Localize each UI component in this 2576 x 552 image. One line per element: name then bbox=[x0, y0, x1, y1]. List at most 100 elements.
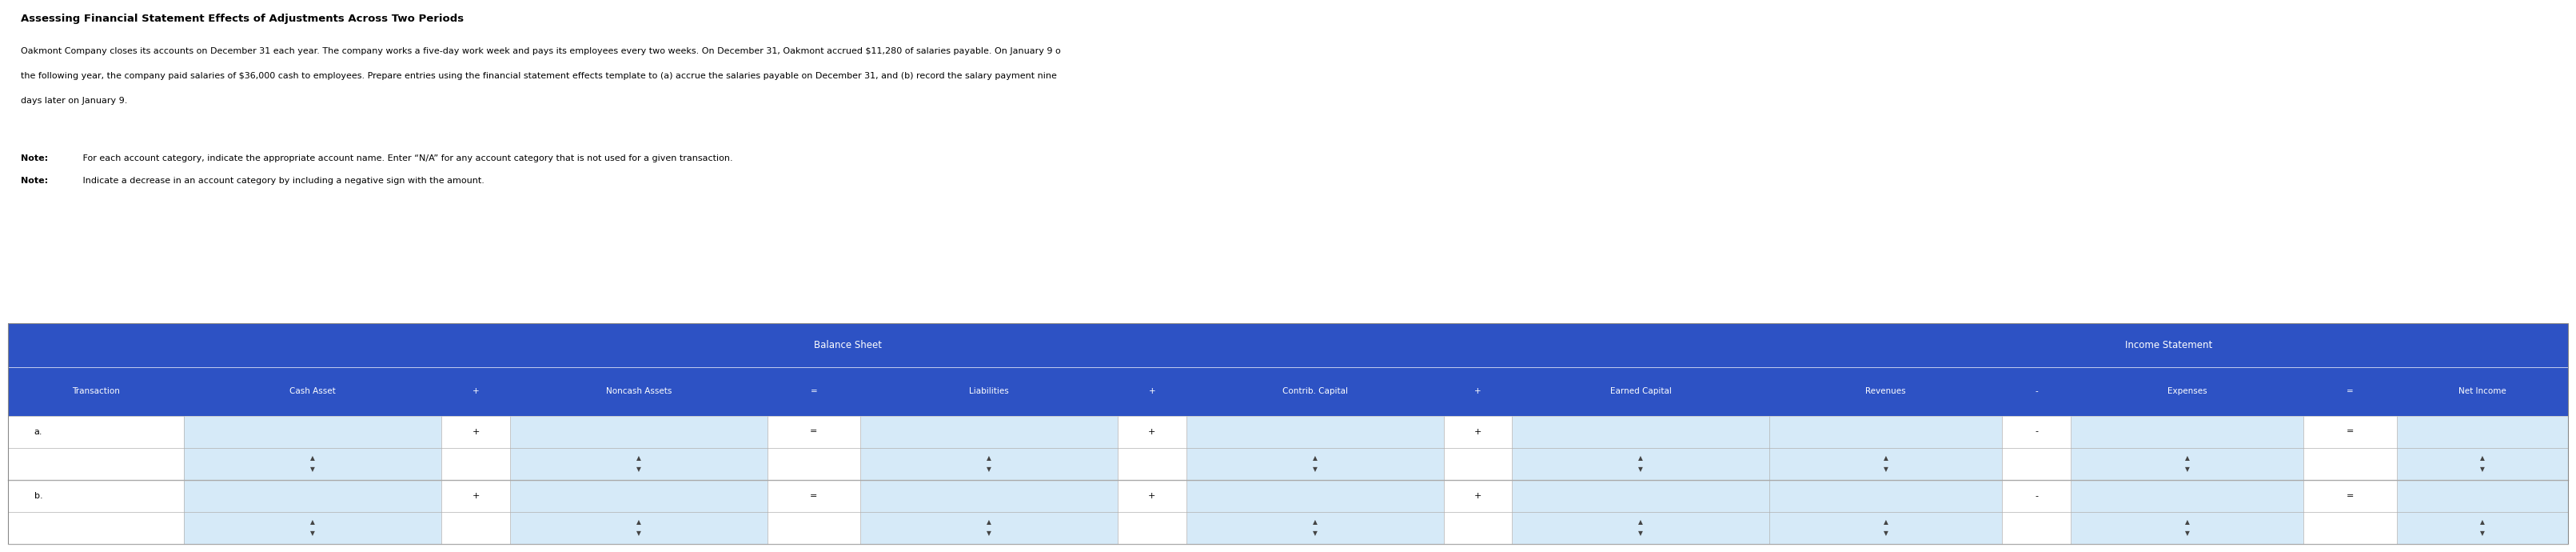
Text: +: + bbox=[471, 388, 479, 395]
Bar bbox=[2002, 480, 2071, 544]
Text: ▼: ▼ bbox=[1638, 466, 1643, 473]
Text: -: - bbox=[2035, 492, 2038, 500]
Text: =: = bbox=[809, 492, 817, 500]
Bar bbox=[1512, 416, 1770, 480]
Text: ▲: ▲ bbox=[1883, 518, 1888, 526]
Text: Earned Capital: Earned Capital bbox=[1610, 388, 1672, 395]
Bar bbox=[2002, 416, 2071, 480]
Bar bbox=[8, 416, 183, 480]
Text: Expenses: Expenses bbox=[2166, 388, 2208, 395]
Text: +: + bbox=[1473, 428, 1481, 436]
Bar bbox=[1443, 416, 1512, 480]
Text: Noncash Assets: Noncash Assets bbox=[605, 388, 672, 395]
Text: ▼: ▼ bbox=[2184, 530, 2190, 537]
Bar bbox=[510, 416, 768, 480]
Text: ▼: ▼ bbox=[1314, 530, 1316, 537]
Bar bbox=[1118, 480, 1188, 544]
Bar bbox=[2071, 480, 2303, 544]
Text: =: = bbox=[2347, 492, 2354, 500]
Text: Cash Asset: Cash Asset bbox=[289, 388, 335, 395]
Text: Note:: Note: bbox=[21, 177, 49, 184]
Bar bbox=[2303, 416, 2396, 480]
Bar bbox=[8, 480, 183, 544]
Text: a.: a. bbox=[33, 428, 44, 436]
Bar bbox=[1512, 480, 1770, 544]
Text: -: - bbox=[2035, 428, 2038, 436]
Text: =: = bbox=[811, 388, 817, 395]
Text: ▼: ▼ bbox=[312, 530, 314, 537]
Text: +: + bbox=[1149, 428, 1157, 436]
Text: days later on January 9.: days later on January 9. bbox=[21, 97, 126, 104]
Bar bbox=[183, 416, 440, 480]
Text: Note:: Note: bbox=[21, 155, 49, 162]
Text: Revenues: Revenues bbox=[1865, 388, 1906, 395]
Text: ▲: ▲ bbox=[1883, 454, 1888, 461]
Text: ▲: ▲ bbox=[1314, 518, 1316, 526]
Text: Indicate a decrease in an account category by including a negative sign with the: Indicate a decrease in an account catego… bbox=[80, 177, 484, 184]
Text: ▲: ▲ bbox=[987, 518, 992, 526]
Text: ▲: ▲ bbox=[1638, 454, 1643, 461]
Text: ▼: ▼ bbox=[1314, 466, 1316, 473]
Text: Oakmont Company closes its accounts on December 31 each year. The company works : Oakmont Company closes its accounts on D… bbox=[21, 47, 1061, 55]
Text: ▲: ▲ bbox=[1314, 454, 1316, 461]
Text: Income Statement: Income Statement bbox=[2125, 340, 2213, 350]
Text: ▼: ▼ bbox=[987, 530, 992, 537]
Text: b.: b. bbox=[33, 492, 44, 500]
Text: the following year, the company paid salaries of $36,000 cash to employees. Prep: the following year, the company paid sal… bbox=[21, 72, 1056, 79]
Text: ▲: ▲ bbox=[987, 454, 992, 461]
Bar bbox=[768, 480, 860, 544]
Text: Assessing Financial Statement Effects of Adjustments Across Two Periods: Assessing Financial Statement Effects of… bbox=[21, 14, 464, 24]
Text: ▲: ▲ bbox=[636, 454, 641, 461]
Bar bbox=[440, 480, 510, 544]
Bar bbox=[1770, 480, 2002, 544]
Text: ▲: ▲ bbox=[312, 454, 314, 461]
Text: ▲: ▲ bbox=[2184, 518, 2190, 526]
Text: ▼: ▼ bbox=[312, 466, 314, 473]
Bar bbox=[8, 323, 2568, 367]
Text: ▲: ▲ bbox=[2184, 454, 2190, 461]
Text: ▲: ▲ bbox=[1638, 518, 1643, 526]
Bar bbox=[768, 416, 860, 480]
Text: =: = bbox=[2347, 428, 2354, 436]
Text: ▼: ▼ bbox=[987, 466, 992, 473]
Text: ▲: ▲ bbox=[636, 518, 641, 526]
Text: +: + bbox=[1473, 492, 1481, 500]
Bar bbox=[860, 416, 1118, 480]
Text: ▼: ▼ bbox=[636, 530, 641, 537]
Text: For each account category, indicate the appropriate account name. Enter “N/A” fo: For each account category, indicate the … bbox=[80, 155, 732, 162]
Text: +: + bbox=[471, 428, 479, 436]
Bar bbox=[1770, 416, 2002, 480]
Text: ▲: ▲ bbox=[2481, 454, 2486, 461]
Text: ▼: ▼ bbox=[2184, 466, 2190, 473]
Text: ▲: ▲ bbox=[312, 518, 314, 526]
Bar bbox=[510, 480, 768, 544]
Text: =: = bbox=[2347, 388, 2354, 395]
Text: +: + bbox=[1149, 492, 1157, 500]
Bar bbox=[1188, 480, 1443, 544]
Text: ▲: ▲ bbox=[2481, 518, 2486, 526]
Text: =: = bbox=[809, 428, 817, 436]
Text: -: - bbox=[2035, 388, 2038, 395]
Bar bbox=[2303, 480, 2396, 544]
Text: Balance Sheet: Balance Sheet bbox=[814, 340, 881, 350]
Text: +: + bbox=[1149, 388, 1157, 395]
Bar bbox=[2396, 416, 2568, 480]
Bar bbox=[1188, 416, 1443, 480]
Text: Transaction: Transaction bbox=[72, 388, 121, 395]
Text: ▼: ▼ bbox=[636, 466, 641, 473]
Bar bbox=[8, 367, 2568, 416]
Bar bbox=[1443, 480, 1512, 544]
Text: +: + bbox=[471, 492, 479, 500]
Bar bbox=[1118, 416, 1188, 480]
Bar bbox=[860, 480, 1118, 544]
Text: ▼: ▼ bbox=[1638, 530, 1643, 537]
Bar bbox=[440, 416, 510, 480]
Bar bbox=[183, 480, 440, 544]
Text: Contrib. Capital: Contrib. Capital bbox=[1283, 388, 1347, 395]
Text: Liabilities: Liabilities bbox=[969, 388, 1010, 395]
Text: Net Income: Net Income bbox=[2458, 388, 2506, 395]
Bar bbox=[2396, 480, 2568, 544]
Bar bbox=[2071, 416, 2303, 480]
Text: ▼: ▼ bbox=[2481, 530, 2486, 537]
Text: +: + bbox=[1473, 388, 1481, 395]
